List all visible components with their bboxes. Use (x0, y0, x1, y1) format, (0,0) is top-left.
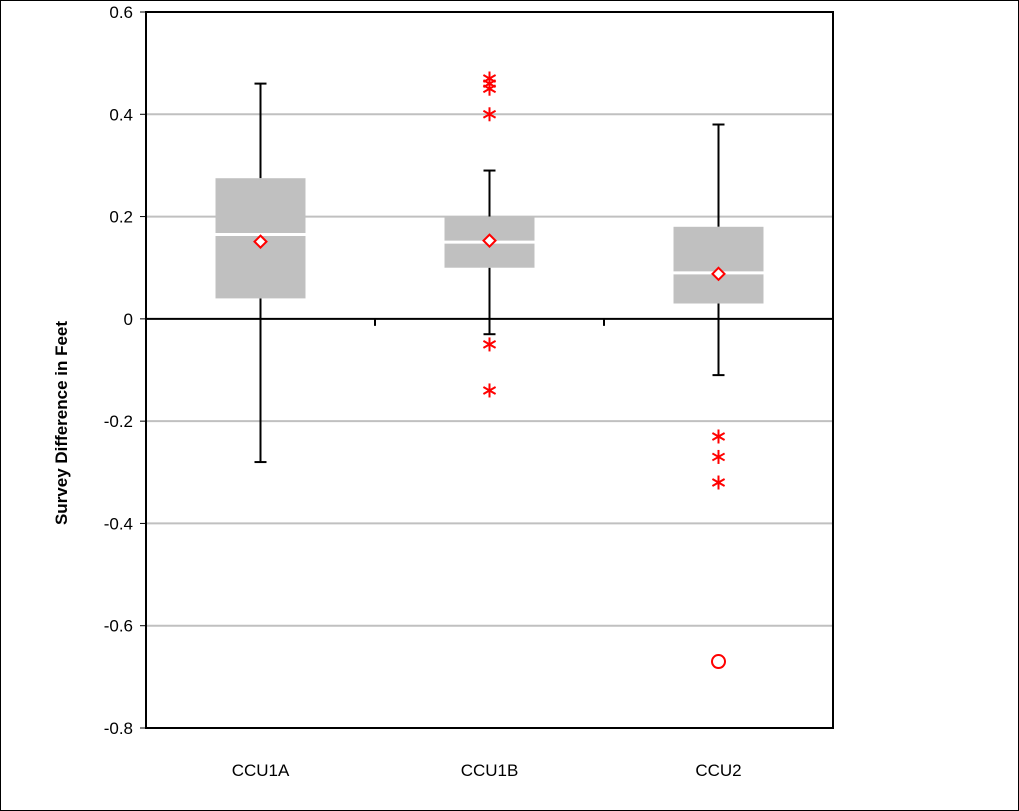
iqr-box (673, 226, 764, 304)
mean-marker (711, 266, 726, 282)
outlier-stroke (482, 84, 497, 94)
outlier-stroke (711, 478, 726, 487)
y-tick-label: 0.2 (109, 208, 133, 227)
outlier-extreme (711, 654, 726, 670)
outlier-mild (482, 81, 497, 96)
box-series (215, 71, 764, 670)
box-ccu2 (673, 123, 764, 670)
outlier-mild (711, 449, 726, 464)
mean-marker (482, 233, 497, 249)
y-tick-label: 0.6 (109, 3, 133, 22)
outlier-mild (482, 337, 497, 352)
category-label: CCU1A (232, 761, 290, 780)
outlier-stroke (482, 340, 497, 349)
y-tick-label: 0.4 (109, 105, 133, 124)
mean-marker (253, 234, 268, 250)
y-tick-label: -0.4 (104, 514, 133, 533)
category-label: CCU1B (461, 761, 519, 780)
y-tick-label: -0.6 (104, 617, 133, 636)
plot-border (145, 11, 834, 729)
outlier-stroke (711, 432, 726, 441)
outlier-mild (482, 383, 497, 398)
outlier-stroke (482, 386, 497, 395)
y-tick-label: -0.8 (104, 719, 133, 738)
outlier-stroke (711, 452, 726, 462)
outlier-mild (711, 475, 726, 490)
y-tick-label: 0 (124, 310, 133, 329)
box-ccu1a (215, 82, 306, 464)
outlier-mild (482, 107, 497, 122)
axes (140, 11, 834, 729)
outlier-stroke (482, 109, 497, 119)
axis-labels: Survey Difference in Feet -0.8 -0.6 -0.4 -0… (52, 3, 742, 780)
outlier-mild (711, 429, 726, 444)
box-ccu1b (444, 71, 535, 398)
y-tick-label: -0.2 (104, 412, 133, 431)
y-axis-title: Survey Difference in Feet (52, 321, 71, 525)
category-label: CCU2 (695, 761, 741, 780)
